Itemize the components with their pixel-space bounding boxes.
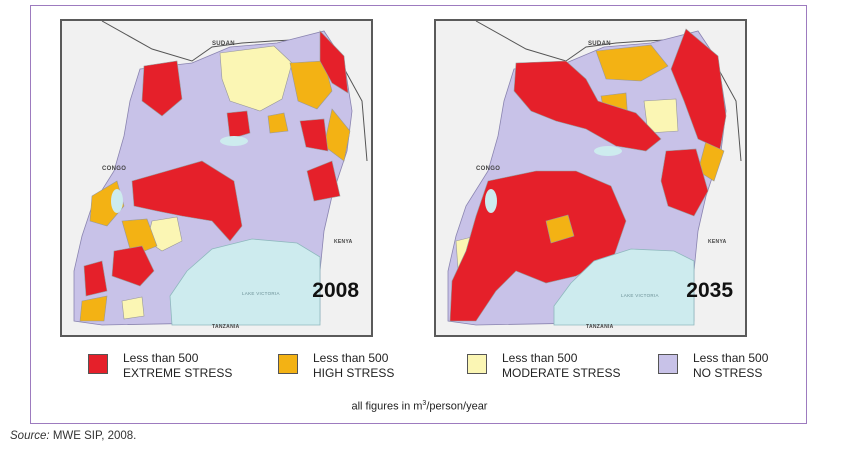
legend-line2: MODERATE STRESS: [502, 366, 621, 380]
label-congo: CONGO: [476, 166, 501, 172]
source-label: Source:: [10, 430, 50, 442]
label-kenya: KENYA: [708, 239, 727, 245]
units-sup: 3: [422, 400, 427, 407]
units-note: all figures in m3/person/year: [31, 400, 808, 413]
legend-item-extreme: Less than 500 EXTREME STRESS: [88, 351, 232, 391]
uganda-map-2008: [73, 21, 368, 326]
legend-swatch: [467, 354, 487, 374]
legend-line1: Less than 500: [313, 351, 389, 365]
label-congo: CONGO: [102, 166, 127, 172]
legend-line1: Less than 500: [502, 351, 578, 365]
legend-swatch: [658, 354, 678, 374]
legend-item-none: Less than 500 NO STRESS: [658, 351, 768, 391]
uganda-map-2035: [447, 21, 742, 326]
label-lake: LAKE VICTORIA: [242, 291, 280, 296]
label-tanzania: TANZANIA: [212, 324, 240, 330]
legend-line2: HIGH STRESS: [313, 366, 395, 380]
map-year-label: 2035: [686, 279, 733, 302]
label-sudan: SUDAN: [588, 41, 611, 47]
map-year-label: 2008: [312, 279, 359, 302]
legend-item-moderate: Less than 500 MODERATE STRESS: [467, 351, 620, 391]
legend-line1: Less than 500: [123, 351, 199, 365]
legend-line1: Less than 500: [693, 351, 769, 365]
legend-swatch: [278, 354, 298, 374]
legend-line2: NO STRESS: [693, 366, 763, 380]
map-2035: SUDAN CONGO KENYA TANZANIA LAKE VICTORIA…: [434, 19, 747, 337]
legend-item-high: Less than 500 HIGH STRESS: [278, 351, 394, 391]
units-prefix: all figures in m: [351, 400, 423, 413]
legend-line2: EXTREME STRESS: [123, 366, 233, 380]
label-kenya: KENYA: [334, 239, 353, 245]
legend-swatch: [88, 354, 108, 374]
label-lake: LAKE VICTORIA: [621, 293, 659, 298]
source-text: MWE SIP, 2008.: [49, 430, 137, 442]
label-tanzania: TANZANIA: [586, 324, 614, 330]
label-sudan: SUDAN: [212, 41, 235, 47]
map-2008: SUDAN CONGO KENYA TANZANIA LAKE VICTORIA…: [60, 19, 373, 337]
units-suffix: /person/year: [426, 400, 488, 413]
figure-frame: SUDAN CONGO KENYA TANZANIA LAKE VICTORIA…: [30, 5, 807, 424]
source-note: Source: MWE SIP, 2008.: [10, 430, 136, 442]
